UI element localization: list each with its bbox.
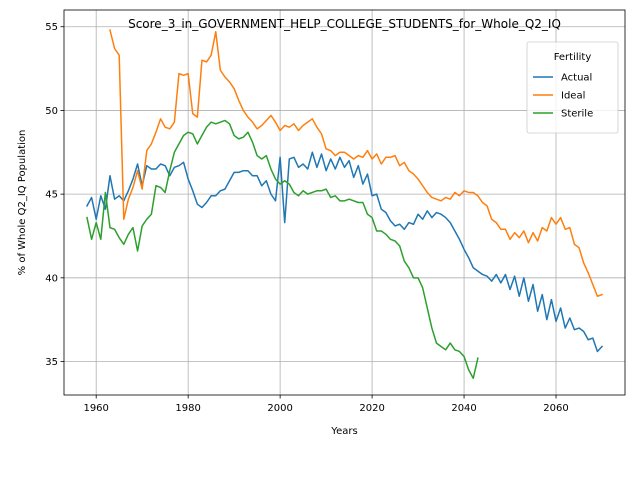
y-tick-label: 50 [45, 106, 58, 117]
y-tick-label: 45 [45, 190, 58, 201]
x-tick-label: 2000 [267, 403, 292, 414]
axis-ticks: 1960 1980 2000 2020 2040 2060 35 40 45 50 55 [45, 22, 568, 414]
x-tick-label: 2040 [451, 403, 476, 414]
legend: Fertility Actual Ideal Sterile [526, 41, 619, 134]
x-tick-label: 1980 [175, 403, 200, 414]
y-tick-label: 35 [45, 357, 58, 368]
legend-box [526, 41, 619, 134]
x-tick-label: 2060 [543, 403, 568, 414]
x-axis-label: Years [330, 426, 357, 437]
legend-label-actual: Actual [561, 73, 592, 84]
x-tick-label: 2020 [359, 403, 384, 414]
legend-items: Actual Ideal Sterile [533, 73, 593, 120]
series-line-sterile [86, 119, 479, 380]
legend-label-sterile: Sterile [561, 109, 593, 120]
y-tick-label: 55 [45, 22, 58, 33]
x-tick-label: 1960 [83, 403, 108, 414]
series-line-actual [85, 151, 604, 353]
chart-title: Score_3_in_GOVERNMENT_HELP_COLLEGE_STUDE… [128, 17, 561, 31]
legend-title: Fertility [554, 52, 592, 63]
series-lines [85, 29, 604, 380]
series-line-ideal [109, 29, 603, 297]
plot-frame [63, 9, 626, 396]
y-axis-label: % of Whole Q2_IQ Population [17, 130, 28, 276]
legend-label-ideal: Ideal [561, 91, 585, 102]
y-tick-label: 40 [45, 273, 58, 284]
